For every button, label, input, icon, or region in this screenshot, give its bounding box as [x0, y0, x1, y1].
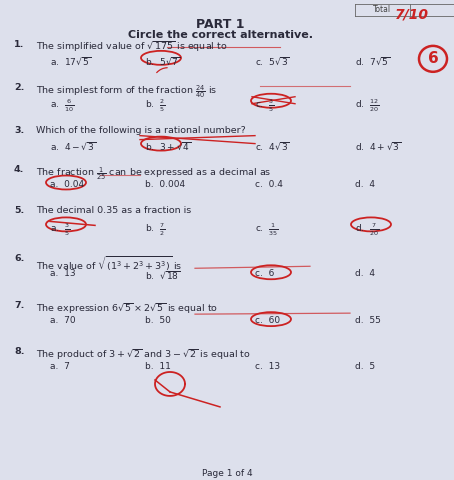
- Text: d.  $\frac{7}{20}$: d. $\frac{7}{20}$: [355, 221, 379, 238]
- Text: The product of $3+\sqrt{2}$ and $3-\sqrt{2}$ is equal to: The product of $3+\sqrt{2}$ and $3-\sqrt…: [36, 347, 251, 361]
- Text: c.  13: c. 13: [255, 362, 280, 371]
- Text: 6.: 6.: [14, 254, 25, 264]
- Text: b.  $5\sqrt{7}$: b. $5\sqrt{7}$: [145, 55, 181, 67]
- Text: a.  $4-\sqrt{3}$: a. $4-\sqrt{3}$: [50, 141, 97, 152]
- Text: b.  $3+\sqrt{4}$: b. $3+\sqrt{4}$: [145, 141, 192, 152]
- Text: 6: 6: [428, 51, 439, 66]
- Text: 4.: 4.: [14, 165, 25, 174]
- Text: a.  13: a. 13: [50, 269, 76, 278]
- Text: PART 1: PART 1: [196, 18, 244, 31]
- Text: d.  $\frac{12}{20}$: d. $\frac{12}{20}$: [355, 98, 379, 114]
- Text: c.  $5\sqrt{3}$: c. $5\sqrt{3}$: [255, 55, 290, 67]
- Text: The simplified value of $\sqrt{175}$ is equal to: The simplified value of $\sqrt{175}$ is …: [36, 40, 227, 54]
- Text: b.  0.004: b. 0.004: [145, 180, 185, 189]
- Text: d.  4: d. 4: [355, 269, 375, 278]
- Text: Which of the following is a rational number?: Which of the following is a rational num…: [36, 126, 246, 135]
- Text: Total: Total: [373, 5, 391, 14]
- Text: c.  $4\sqrt{3}$: c. $4\sqrt{3}$: [255, 141, 290, 152]
- Text: d.  5: d. 5: [355, 362, 375, 371]
- Text: c.  60: c. 60: [255, 316, 280, 325]
- Text: The simplest form of the fraction $\frac{24}{40}$ is: The simplest form of the fraction $\frac…: [36, 83, 217, 100]
- Text: The decimal 0.35 as a fraction is: The decimal 0.35 as a fraction is: [36, 206, 191, 216]
- Text: a.  $17\sqrt{5}$: a. $17\sqrt{5}$: [50, 55, 91, 67]
- Text: d.  4: d. 4: [355, 180, 375, 189]
- Text: a.  70: a. 70: [50, 316, 76, 325]
- Text: 8.: 8.: [14, 347, 25, 356]
- Text: c.  $\frac{1}{35}$: c. $\frac{1}{35}$: [255, 221, 279, 238]
- Text: Page 1 of 4: Page 1 of 4: [202, 469, 252, 478]
- Text: Circle the correct alternative.: Circle the correct alternative.: [128, 30, 312, 40]
- Text: a.  7: a. 7: [50, 362, 70, 371]
- Text: c.  0.4: c. 0.4: [255, 180, 283, 189]
- Text: 7/10: 7/10: [395, 8, 429, 22]
- Text: a.  0.04: a. 0.04: [50, 180, 84, 189]
- Text: 7.: 7.: [14, 301, 25, 310]
- Text: b.  $\frac{7}{2}$: b. $\frac{7}{2}$: [145, 221, 165, 238]
- Text: The value of $\sqrt{(1^3+2^3+3^3)}$ is: The value of $\sqrt{(1^3+2^3+3^3)}$ is: [36, 254, 183, 274]
- Text: The fraction $\frac{1}{25}$ can be expressed as a decimal as: The fraction $\frac{1}{25}$ can be expre…: [36, 165, 271, 181]
- Text: 1.: 1.: [14, 40, 25, 49]
- Text: b.  11: b. 11: [145, 362, 171, 371]
- Text: d.  $7\sqrt{5}$: d. $7\sqrt{5}$: [355, 55, 391, 67]
- Text: b.  $\sqrt{18}$: b. $\sqrt{18}$: [145, 269, 181, 281]
- Text: a.  $\frac{6}{10}$: a. $\frac{6}{10}$: [50, 98, 74, 114]
- Text: 2.: 2.: [14, 83, 25, 92]
- Text: c.  6: c. 6: [255, 269, 274, 278]
- Text: d.  $4+\sqrt{3}$: d. $4+\sqrt{3}$: [355, 141, 402, 152]
- Text: 3.: 3.: [14, 126, 24, 135]
- Text: 5.: 5.: [14, 206, 24, 216]
- Text: a.  $\frac{3}{5}$: a. $\frac{3}{5}$: [50, 221, 70, 238]
- Text: b.  $\frac{2}{5}$: b. $\frac{2}{5}$: [145, 98, 165, 114]
- Text: c.  $\frac{3}{5}$: c. $\frac{3}{5}$: [255, 98, 275, 114]
- Text: b.  50: b. 50: [145, 316, 171, 325]
- Text: The expression $6\sqrt{5}\times 2\sqrt{5}$ is equal to: The expression $6\sqrt{5}\times 2\sqrt{5…: [36, 301, 218, 316]
- Text: d.  55: d. 55: [355, 316, 381, 325]
